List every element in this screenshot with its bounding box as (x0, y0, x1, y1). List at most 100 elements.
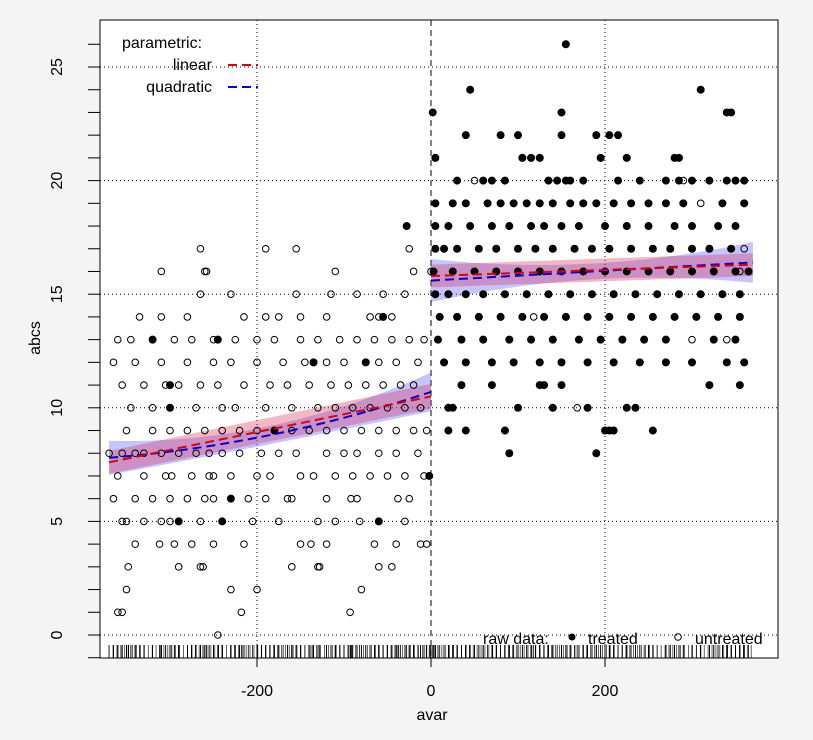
point-treated (557, 222, 566, 231)
point-untreated (340, 358, 348, 367)
point-untreated (118, 517, 126, 526)
point-untreated (394, 494, 402, 503)
point-treated (461, 290, 470, 299)
point-treated (444, 222, 453, 231)
point-untreated (166, 494, 174, 503)
point-untreated (322, 358, 331, 367)
point-treated (696, 290, 705, 299)
point-treated (500, 426, 509, 435)
point-untreated (240, 381, 248, 389)
point-treated (714, 312, 723, 321)
point-untreated (301, 358, 309, 367)
point-treated (722, 176, 731, 185)
point-untreated (205, 472, 213, 480)
point-treated (718, 199, 727, 208)
point-treated (740, 358, 749, 367)
point-treated (509, 199, 518, 208)
point-treated (461, 199, 470, 208)
point-untreated (305, 381, 314, 389)
point-treated (505, 449, 514, 458)
point-treated (566, 199, 575, 208)
point-untreated (375, 449, 383, 458)
point-untreated (201, 494, 209, 503)
point-treated (635, 176, 644, 185)
point-untreated (205, 449, 213, 458)
point-treated (727, 244, 736, 253)
legend-raw: raw data: treated untreated (483, 631, 763, 648)
point-untreated (314, 517, 322, 526)
point-treated (579, 199, 588, 208)
point-treated (148, 335, 157, 344)
point-untreated (231, 335, 240, 344)
point-untreated (196, 517, 205, 526)
point-untreated (114, 608, 122, 617)
point-untreated (105, 449, 113, 458)
point-untreated (322, 313, 331, 321)
point-untreated (199, 563, 207, 571)
point-untreated (167, 472, 176, 480)
point-treated (544, 290, 553, 299)
point-untreated (166, 426, 174, 435)
point-treated (661, 176, 670, 185)
fit-line-linear_left (108, 395, 432, 464)
point-untreated (422, 540, 431, 548)
point-untreated (187, 335, 196, 344)
point-untreated (148, 426, 157, 435)
point-treated (496, 199, 505, 208)
point-treated (522, 290, 531, 299)
point-untreated (218, 449, 226, 458)
point-treated (466, 222, 475, 231)
point-treated (587, 290, 596, 299)
point-treated (688, 358, 696, 367)
point-treated (557, 131, 566, 140)
point-treated (561, 40, 570, 49)
point-treated (474, 244, 483, 253)
point-untreated (740, 244, 749, 253)
point-treated (461, 426, 470, 435)
legend-untreated-symbol (674, 633, 682, 641)
point-treated (661, 199, 670, 208)
point-untreated (401, 404, 409, 412)
point-treated (644, 199, 653, 208)
point-treated (166, 381, 174, 390)
point-treated (666, 244, 675, 253)
point-untreated (218, 426, 226, 435)
fit-line-quadratic_left (109, 390, 432, 459)
point-untreated (348, 472, 357, 480)
point-untreated (270, 335, 279, 344)
point-untreated (266, 381, 274, 389)
point-treated (609, 358, 618, 367)
point-treated (722, 358, 731, 367)
point-untreated (401, 517, 409, 526)
point-treated (166, 403, 174, 412)
point-treated (592, 199, 601, 208)
point-untreated (379, 381, 387, 389)
point-untreated (209, 494, 218, 503)
point-treated (479, 176, 488, 185)
point-untreated (409, 381, 418, 389)
point-untreated (135, 313, 144, 321)
point-treated (587, 244, 596, 253)
point-untreated (231, 404, 240, 412)
point-treated (453, 312, 462, 321)
point-treated (596, 335, 605, 344)
point-untreated (131, 358, 139, 367)
legend-untreated-label: untreated (695, 631, 763, 648)
point-untreated (192, 404, 200, 412)
point-treated (500, 290, 509, 299)
point-untreated (529, 313, 538, 321)
point-treated (622, 153, 631, 162)
point-untreated (470, 176, 479, 185)
point-untreated (187, 540, 196, 548)
point-treated (431, 222, 440, 231)
point-untreated (261, 404, 270, 412)
point-untreated (109, 494, 118, 503)
point-untreated (253, 358, 261, 367)
point-treated (605, 312, 614, 321)
point-treated (627, 244, 636, 253)
point-treated (505, 335, 514, 344)
point-treated (688, 267, 696, 276)
y-axis-label: abcs (27, 321, 44, 355)
point-treated (544, 176, 553, 185)
